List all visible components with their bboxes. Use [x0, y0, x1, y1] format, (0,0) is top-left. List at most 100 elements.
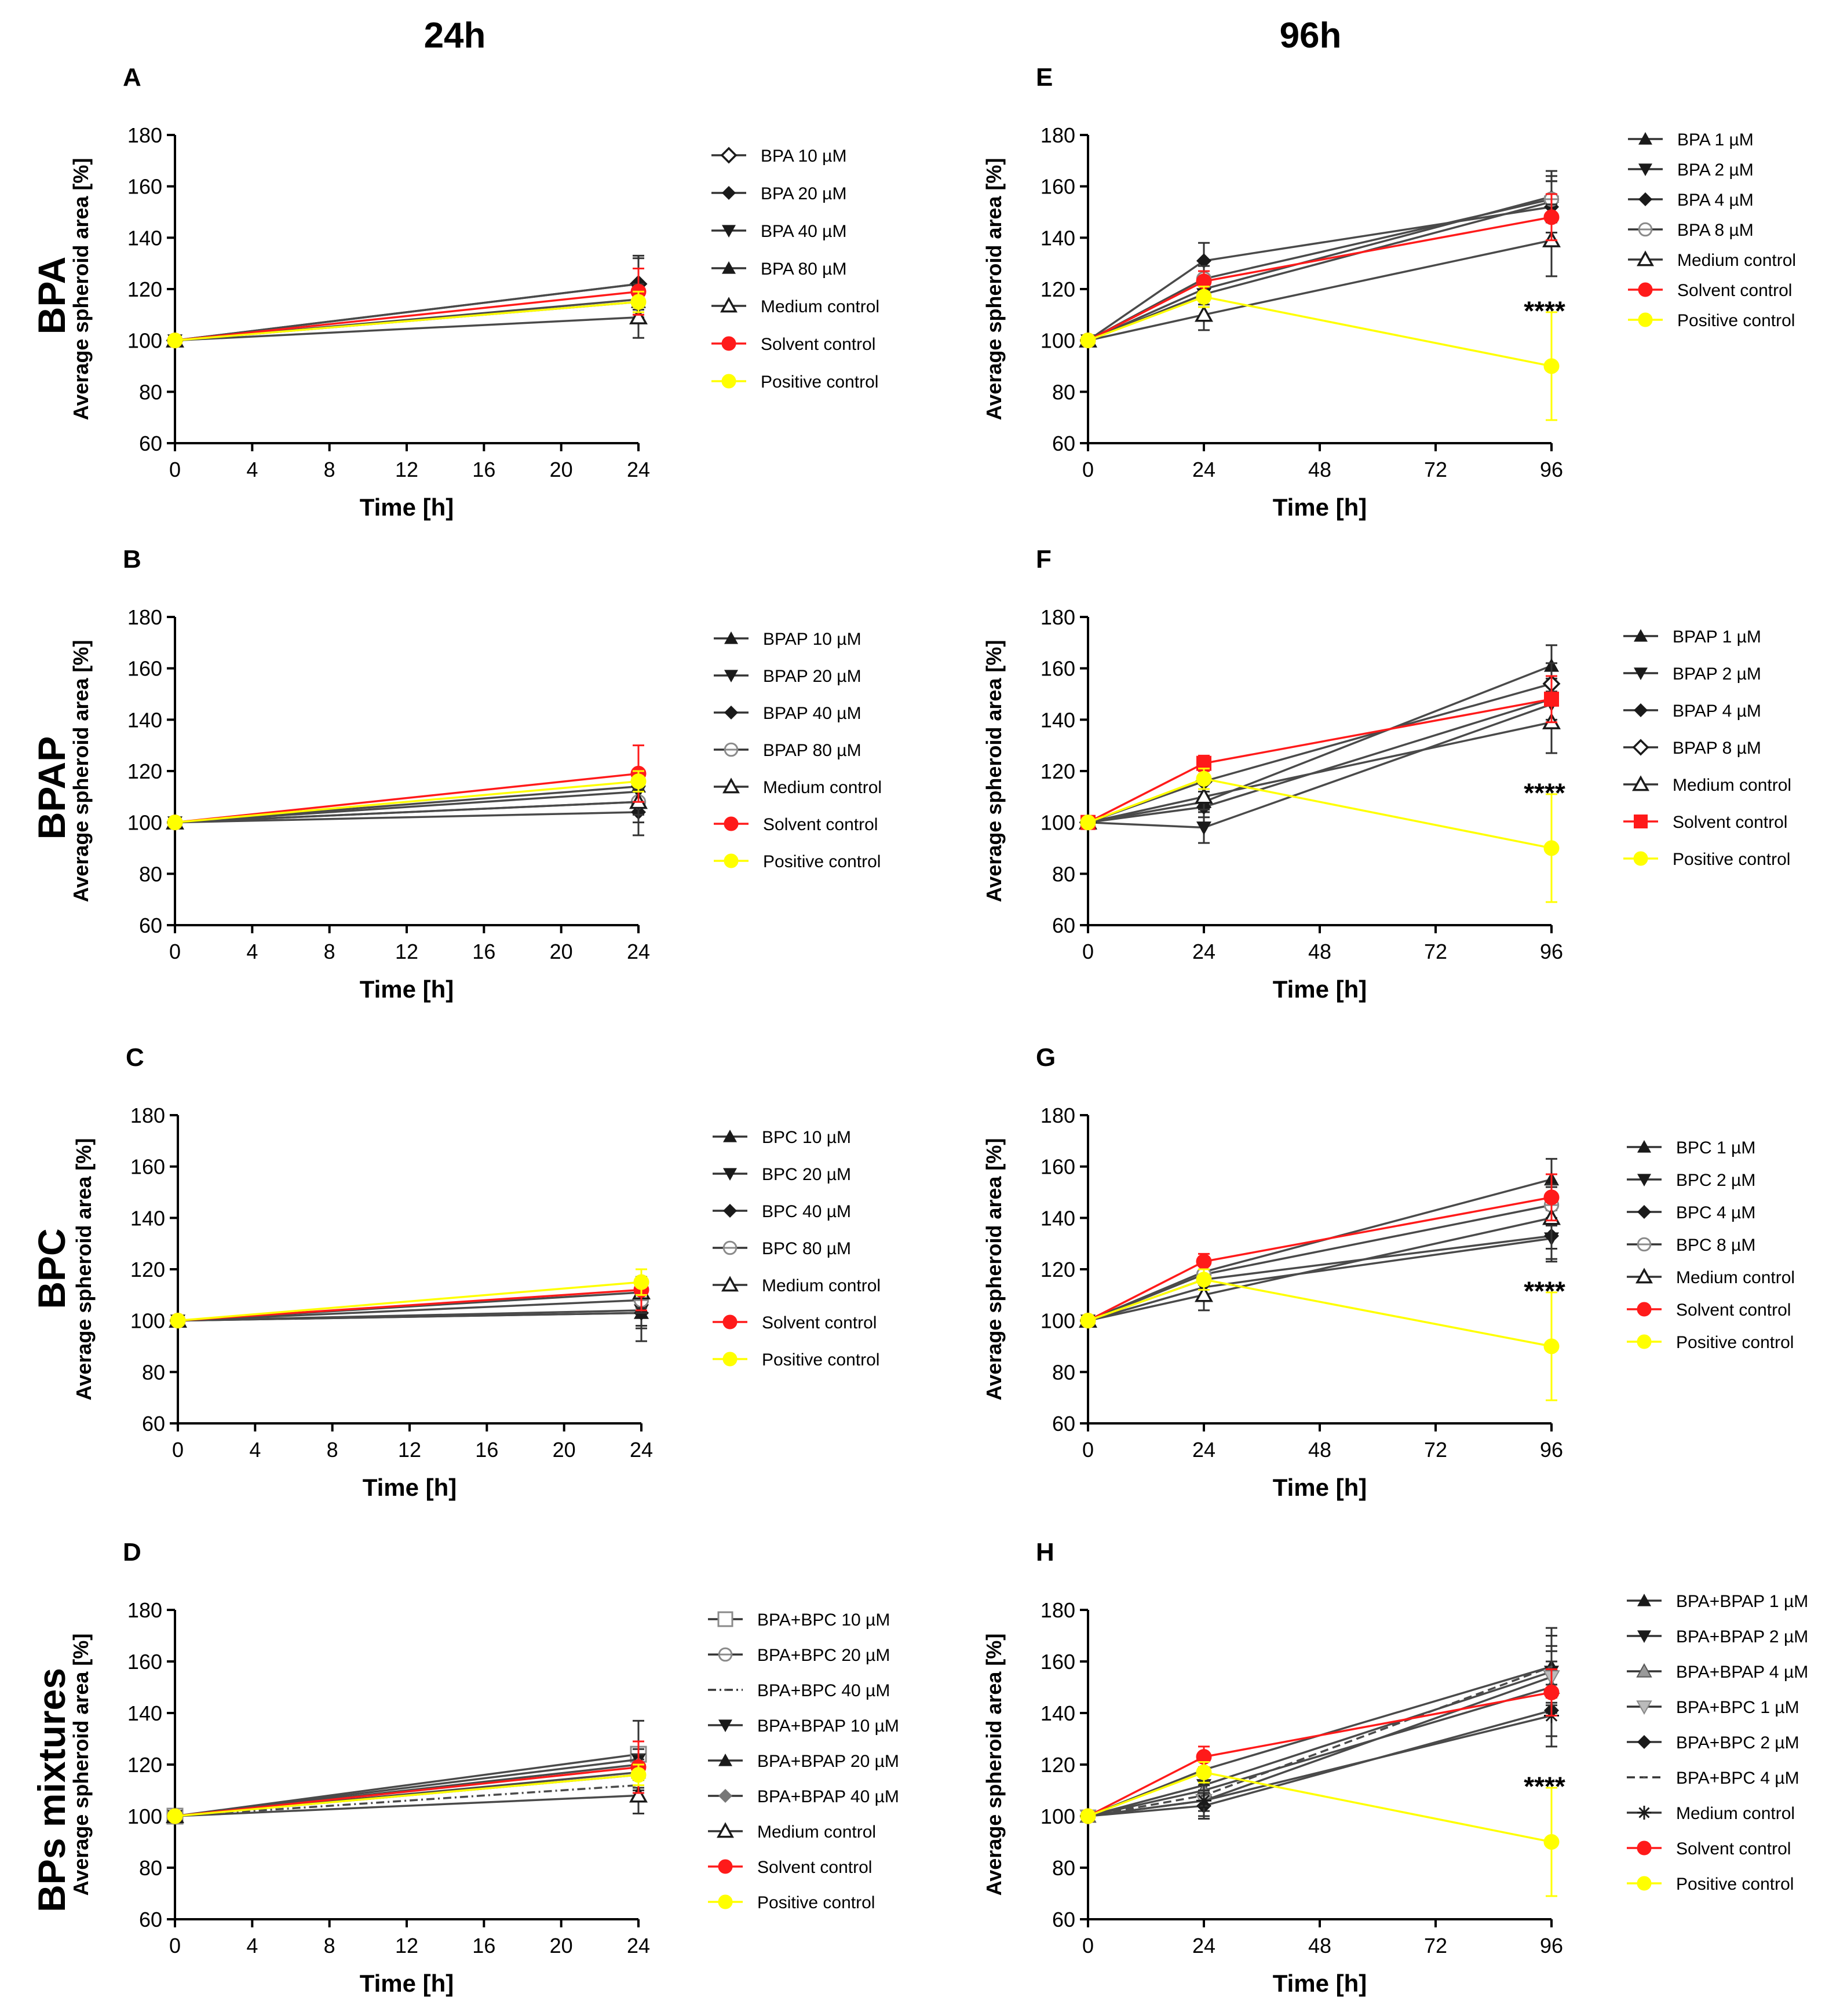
panel-g-ytick-label: 180: [1041, 1104, 1075, 1127]
panel-a-legend-item-bpa-40-um: BPA 40 µM: [711, 222, 846, 241]
panel-d-y-label: Average spheroid area [%]: [69, 1634, 93, 1896]
panel-c-legend-item-bpc-20-um-swatch-marker: [723, 1168, 737, 1181]
panel-b-legend-item-bpap-20-um: BPAP 20 µM: [714, 667, 861, 686]
panel-d-letter: D: [123, 1538, 141, 1566]
panel-d-series-positive-control-line: [174, 1774, 639, 1817]
panel-f-series-medium-control-point: [1195, 787, 1213, 804]
panel-f-legend: BPAP 1 µM BPAP 2 µM BPAP 4 µM BPAP 8 µM Medi…: [1623, 627, 1791, 869]
panel-a-legend-item-bpa-20-um-swatch-marker: [722, 186, 736, 200]
panel-f-ytick-label: 140: [1041, 708, 1075, 732]
panel-b-legend-item-solvent-control-swatch-marker: [724, 816, 739, 831]
panel-e-series-solvent-control-line: [1087, 216, 1552, 342]
column-header-24h: 24h: [424, 16, 486, 56]
panel-e-xtick-label: 72: [1424, 458, 1447, 481]
panel-h-series-positive-control: [1080, 1761, 1560, 1897]
panel-b-series-solvent-control-line: [174, 772, 639, 824]
panel-a-legend-item-bpa-40-um-label: BPA 40 µM: [761, 222, 846, 241]
panel-f-series-bpap-2-um-point: [1196, 821, 1211, 835]
panel-d-ytick-label: 120: [127, 1753, 162, 1777]
panel-e-legend-item-solvent-control: Solvent control: [1628, 281, 1792, 300]
panel-d-series-positive-control-point: [167, 1808, 183, 1824]
panel-g-legend-item-positive-control-label: Positive control: [1676, 1333, 1794, 1352]
panel-e-legend-item-bpa-1-um: BPA 1 µM: [1628, 130, 1754, 149]
panel-a-legend-item-bpa-40-um-swatch-marker: [722, 225, 736, 238]
panel-c-legend-item-positive-control: Positive control: [713, 1350, 879, 1369]
panel-b-legend-item-medium-control-swatch-marker: [722, 777, 740, 794]
panel-a-ytick-label: 120: [127, 277, 162, 301]
panel-b-series-positive-control: [167, 770, 647, 831]
panel-e-legend-item-medium-control-swatch-marker: [1637, 250, 1654, 266]
panel-d-legend-item-solvent-control: Solvent control: [708, 1858, 872, 1877]
panel-a-ytick-label: 60: [139, 432, 162, 455]
panel-f-y-label: Average spheroid area [%]: [982, 640, 1006, 903]
panel-g-ytick-label: 80: [1052, 1360, 1075, 1384]
panel-g-letter: G: [1036, 1043, 1056, 1072]
panel-h-significance: ****: [1524, 1772, 1565, 1802]
panel-f-ytick-label: 100: [1041, 811, 1075, 835]
panel-h-legend-item-bpa-bpap-2-um-label: BPA+BPAP 2 µM: [1676, 1627, 1808, 1646]
panel-e-series-medium-control: [1079, 203, 1561, 348]
panel-a-series-positive-control-line: [174, 301, 639, 342]
panel-h-legend-item-medium-control-swatch-marker-stroke: [1638, 1807, 1650, 1818]
panel-e-legend-item-positive-control-label: Positive control: [1677, 311, 1795, 330]
panel-h-ytick-label: 100: [1041, 1805, 1075, 1828]
panel-c-legend: BPC 10 µM BPC 20 µM BPC 40 µM BPC 80 µM Medi…: [713, 1128, 881, 1369]
panel-f-xtick-label: 0: [1082, 940, 1094, 963]
panel-g-x-label: Time [h]: [1273, 1474, 1367, 1501]
panel-e-ytick-label: 80: [1052, 380, 1075, 404]
panel-h-legend-item-bpa-bpc-2-um-swatch-marker: [1637, 1735, 1651, 1749]
panel-c-xtick-label: 0: [172, 1438, 184, 1462]
panel-a-xtick-label: 24: [627, 458, 650, 481]
panel-b-series-medium-control-line: [174, 801, 639, 824]
panel-h-legend-item-bpa-bpc-4-um-swatch-marker: [1643, 1776, 1645, 1778]
panel-c-series-positive-control-point: [633, 1274, 649, 1290]
panel-e-legend-item-bpa-4-um-label: BPA 4 µM: [1677, 191, 1754, 210]
panel-b-xtick-label: 4: [246, 940, 258, 963]
panel-e-legend-item-bpa-2-um: BPA 2 µM: [1628, 160, 1754, 180]
panel-c-legend-item-bpc-10-um-label: BPC 10 µM: [762, 1128, 851, 1147]
panel-b-legend-item-bpap-20-um-label: BPAP 20 µM: [763, 667, 861, 686]
panel-e-legend-item-positive-control-swatch-marker: [1638, 312, 1653, 327]
panel-e-series-positive-control-point: [1543, 358, 1560, 374]
panel-f-ytick-label: 60: [1052, 914, 1075, 937]
panel-d-xtick-label: 24: [627, 1934, 650, 1957]
panel-f-legend-item-bpap-8-um-swatch-marker: [1632, 739, 1649, 756]
panel-b-ytick-label: 100: [127, 811, 162, 835]
panel-h-legend-item-bpa-bpap-1-um: BPA+BPAP 1 µM: [1627, 1592, 1808, 1611]
panel-g-series-positive-control-point: [1080, 1313, 1096, 1329]
panel-a-legend-item-bpa-10-um: BPA 10 µM: [711, 147, 846, 166]
panel-h-xtick-label: 72: [1424, 1934, 1447, 1957]
panel-g-series-medium-control-point: [1195, 1285, 1213, 1302]
panel-e-series-bpa-8-um: [1080, 175, 1560, 348]
panel-e-series-positive-control-point: [1080, 333, 1096, 349]
panel-f-significance: ****: [1524, 777, 1565, 808]
panel-f-legend-item-medium-control-label: Medium control: [1673, 776, 1791, 795]
panel-f-legend-item-medium-control-swatch-marker: [1632, 775, 1649, 791]
panel-a-legend-item-positive-control: Positive control: [711, 372, 878, 392]
panel-g-legend-item-bpc-8-um: BPC 8 µM: [1627, 1236, 1755, 1255]
panel-f-xtick-label: 24: [1192, 940, 1215, 963]
panel-d-legend-item-medium-control: Medium control: [708, 1822, 876, 1842]
panel-e-xtick-label: 48: [1308, 458, 1331, 481]
panel-e-significance: ****: [1524, 295, 1565, 326]
panel-g-series-positive-control-line: [1087, 1278, 1552, 1347]
panel-d-legend-item-bpa-bpap-40-um-swatch-marker: [718, 1789, 732, 1803]
panel-d-legend-item-bpa-bpap-20-um-label: BPA+BPAP 20 µM: [757, 1752, 899, 1771]
panel-h-legend-item-positive-control-label: Positive control: [1676, 1875, 1794, 1894]
panel-g-legend-item-medium-control-swatch-marker: [1635, 1268, 1653, 1284]
panel-f-legend-item-positive-control-swatch-marker: [1633, 851, 1648, 866]
panel-c-legend-item-bpc-10-um-swatch-marker: [723, 1130, 737, 1142]
panel-h-legend-item-solvent-control-label: Solvent control: [1676, 1839, 1791, 1858]
panel-f-ytick-label: 120: [1041, 759, 1075, 783]
panel-d-series-bpa-bpc-40-um-line: [174, 1784, 639, 1817]
panel-b-series-bpap-20-um-line: [174, 790, 639, 824]
panel-h-legend: BPA+BPAP 1 µM BPA+BPAP 2 µM BPA+BPAP 4 µM B…: [1627, 1592, 1808, 1894]
panel-f-xtick-label: 72: [1424, 940, 1447, 963]
panel-b-xtick-label: 0: [169, 940, 181, 963]
panel-g-series-positive-control: [1080, 1268, 1560, 1401]
panel-b-ytick-label: 120: [127, 759, 162, 783]
panel-e-series-positive-control-point: [1196, 288, 1212, 305]
panel-e-xtick-label: 24: [1192, 458, 1215, 481]
panel-c-x-label: Time [h]: [363, 1474, 457, 1501]
panel-g-legend-item-solvent-control-swatch-marker: [1637, 1302, 1652, 1317]
